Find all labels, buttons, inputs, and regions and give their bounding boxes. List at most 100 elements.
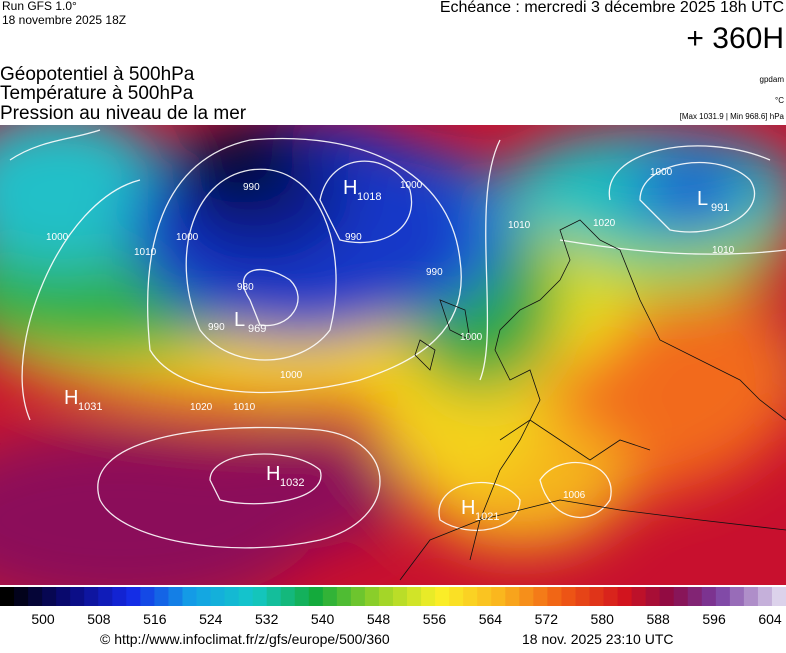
colorbar-label: 516 bbox=[143, 611, 167, 627]
center-value: 1031 bbox=[78, 401, 102, 413]
colorbar-swatch bbox=[505, 587, 520, 606]
run-date: 18 novembre 2025 18Z bbox=[2, 13, 126, 27]
colorbar-label: 556 bbox=[423, 611, 447, 627]
isobar-label: 990 bbox=[208, 322, 225, 333]
colorbar-swatch bbox=[659, 587, 675, 606]
colorbar-swatch bbox=[252, 587, 268, 606]
colorbar-swatch bbox=[182, 587, 197, 606]
colorbar-swatch bbox=[308, 587, 324, 606]
colorbar-swatch bbox=[477, 587, 492, 606]
isobars bbox=[9, 129, 786, 549]
footer-url: © http://www.infoclimat.fr/z/gfs/europe/… bbox=[100, 631, 390, 647]
colorbar-swatch bbox=[210, 587, 226, 606]
center-value: 969 bbox=[248, 323, 266, 335]
colorbar-swatch bbox=[701, 587, 717, 606]
colorbar-swatch bbox=[743, 587, 759, 606]
colorbar-swatch bbox=[84, 587, 99, 606]
center-letter: L bbox=[234, 309, 245, 331]
title: Température à 500hPa bbox=[0, 83, 194, 104]
colorbar-swatch bbox=[491, 587, 506, 606]
colorbar-swatch bbox=[322, 587, 338, 606]
isobar-label: 1010 bbox=[712, 245, 735, 256]
map bbox=[0, 125, 786, 585]
center-value: 991 bbox=[711, 202, 729, 214]
colorbar-label: 532 bbox=[255, 611, 279, 627]
center-value: 1018 bbox=[357, 191, 381, 203]
colorbar-swatch bbox=[645, 587, 661, 606]
colorbar-swatch bbox=[238, 587, 254, 606]
colorbar-label: 588 bbox=[646, 611, 670, 627]
colorbar-swatch bbox=[42, 587, 57, 606]
colorbar-swatch bbox=[126, 587, 141, 606]
colorbar-label: 500 bbox=[31, 611, 55, 627]
colorbar-swatch bbox=[14, 587, 29, 606]
center-letter: H bbox=[64, 387, 78, 409]
colorbar-swatch bbox=[729, 587, 745, 606]
colorbar-label: 540 bbox=[311, 611, 335, 627]
colorbar-swatch bbox=[631, 587, 647, 606]
colorbar-swatch bbox=[435, 587, 450, 606]
colorbar-swatch bbox=[519, 587, 534, 606]
colorbar-swatch bbox=[336, 587, 352, 606]
isobar-label: 1010 bbox=[134, 247, 157, 258]
center-letter: H bbox=[343, 177, 357, 199]
colorbar-swatch bbox=[56, 587, 71, 606]
lead-time: + 360H bbox=[686, 22, 784, 55]
colorbar-swatch bbox=[196, 587, 212, 606]
colorbar-swatch bbox=[757, 587, 773, 606]
isobar-label: 1020 bbox=[593, 218, 616, 229]
colorbar-swatch bbox=[771, 587, 786, 606]
colorbar-swatch bbox=[715, 587, 731, 606]
isobar-label: 1000 bbox=[400, 180, 423, 191]
title: Pression au niveau de la mer bbox=[0, 103, 247, 124]
colorbar-swatch bbox=[140, 587, 155, 606]
colorbar-swatch bbox=[350, 587, 366, 606]
colorbar-swatch bbox=[112, 587, 127, 606]
isobar-label: 1010 bbox=[508, 220, 531, 231]
center-value: 1021 bbox=[475, 511, 499, 523]
colorbar-swatch bbox=[561, 587, 576, 606]
isobar-label: 990 bbox=[345, 232, 362, 243]
colorbar-swatch bbox=[449, 587, 464, 606]
colorbar-label: 580 bbox=[591, 611, 615, 627]
footer-timestamp: 18 nov. 2025 23:10 UTC bbox=[522, 631, 674, 647]
colorbar-swatch bbox=[687, 587, 703, 606]
isobar-label: 1000 bbox=[176, 232, 199, 243]
colorbar-swatch bbox=[547, 587, 562, 606]
colorbar-swatch bbox=[533, 587, 548, 606]
colorbar-swatch bbox=[98, 587, 113, 606]
isobar-label: 1010 bbox=[233, 402, 256, 413]
colorbar-swatch bbox=[603, 587, 619, 606]
colorbar-swatch bbox=[575, 587, 590, 606]
isobar-label: 1000 bbox=[650, 167, 673, 178]
isobar-label: 1000 bbox=[46, 232, 69, 243]
colorbar-swatch bbox=[70, 587, 85, 606]
center-value: 1032 bbox=[280, 477, 304, 489]
colorbar-label: 572 bbox=[535, 611, 559, 627]
isobar-label: 990 bbox=[426, 267, 443, 278]
run-label: Run GFS 1.0° bbox=[2, 0, 77, 13]
colorbar-label: 508 bbox=[87, 611, 111, 627]
colorbar-swatch bbox=[364, 587, 380, 606]
title: Géopotentiel à 500hPa bbox=[0, 64, 195, 85]
colorbar-label: 604 bbox=[758, 611, 782, 627]
colorbar-swatch bbox=[421, 587, 436, 606]
valid-time: Echéance : mercredi 3 décembre 2025 18h … bbox=[440, 0, 784, 16]
colorbar-label: 548 bbox=[367, 611, 391, 627]
colorbar-swatch bbox=[463, 587, 478, 606]
colorbar-swatch bbox=[168, 587, 183, 606]
colorbar-swatch bbox=[407, 587, 422, 606]
colorbar-swatch bbox=[28, 587, 43, 606]
colorbar bbox=[0, 587, 786, 606]
colorbar-swatch bbox=[154, 587, 169, 606]
colorbar-swatch bbox=[294, 587, 310, 606]
isobar-label: 1000 bbox=[280, 370, 303, 381]
colorbar-swatch bbox=[224, 587, 240, 606]
unit: [Max 1031.9 | Min 968.6] hPa bbox=[680, 112, 785, 121]
colorbar-swatch bbox=[280, 587, 296, 606]
colorbar-label: 596 bbox=[702, 611, 726, 627]
center-letter: L bbox=[697, 188, 708, 210]
isobar-label: 990 bbox=[243, 182, 260, 193]
colorbar-label: 524 bbox=[199, 611, 223, 627]
